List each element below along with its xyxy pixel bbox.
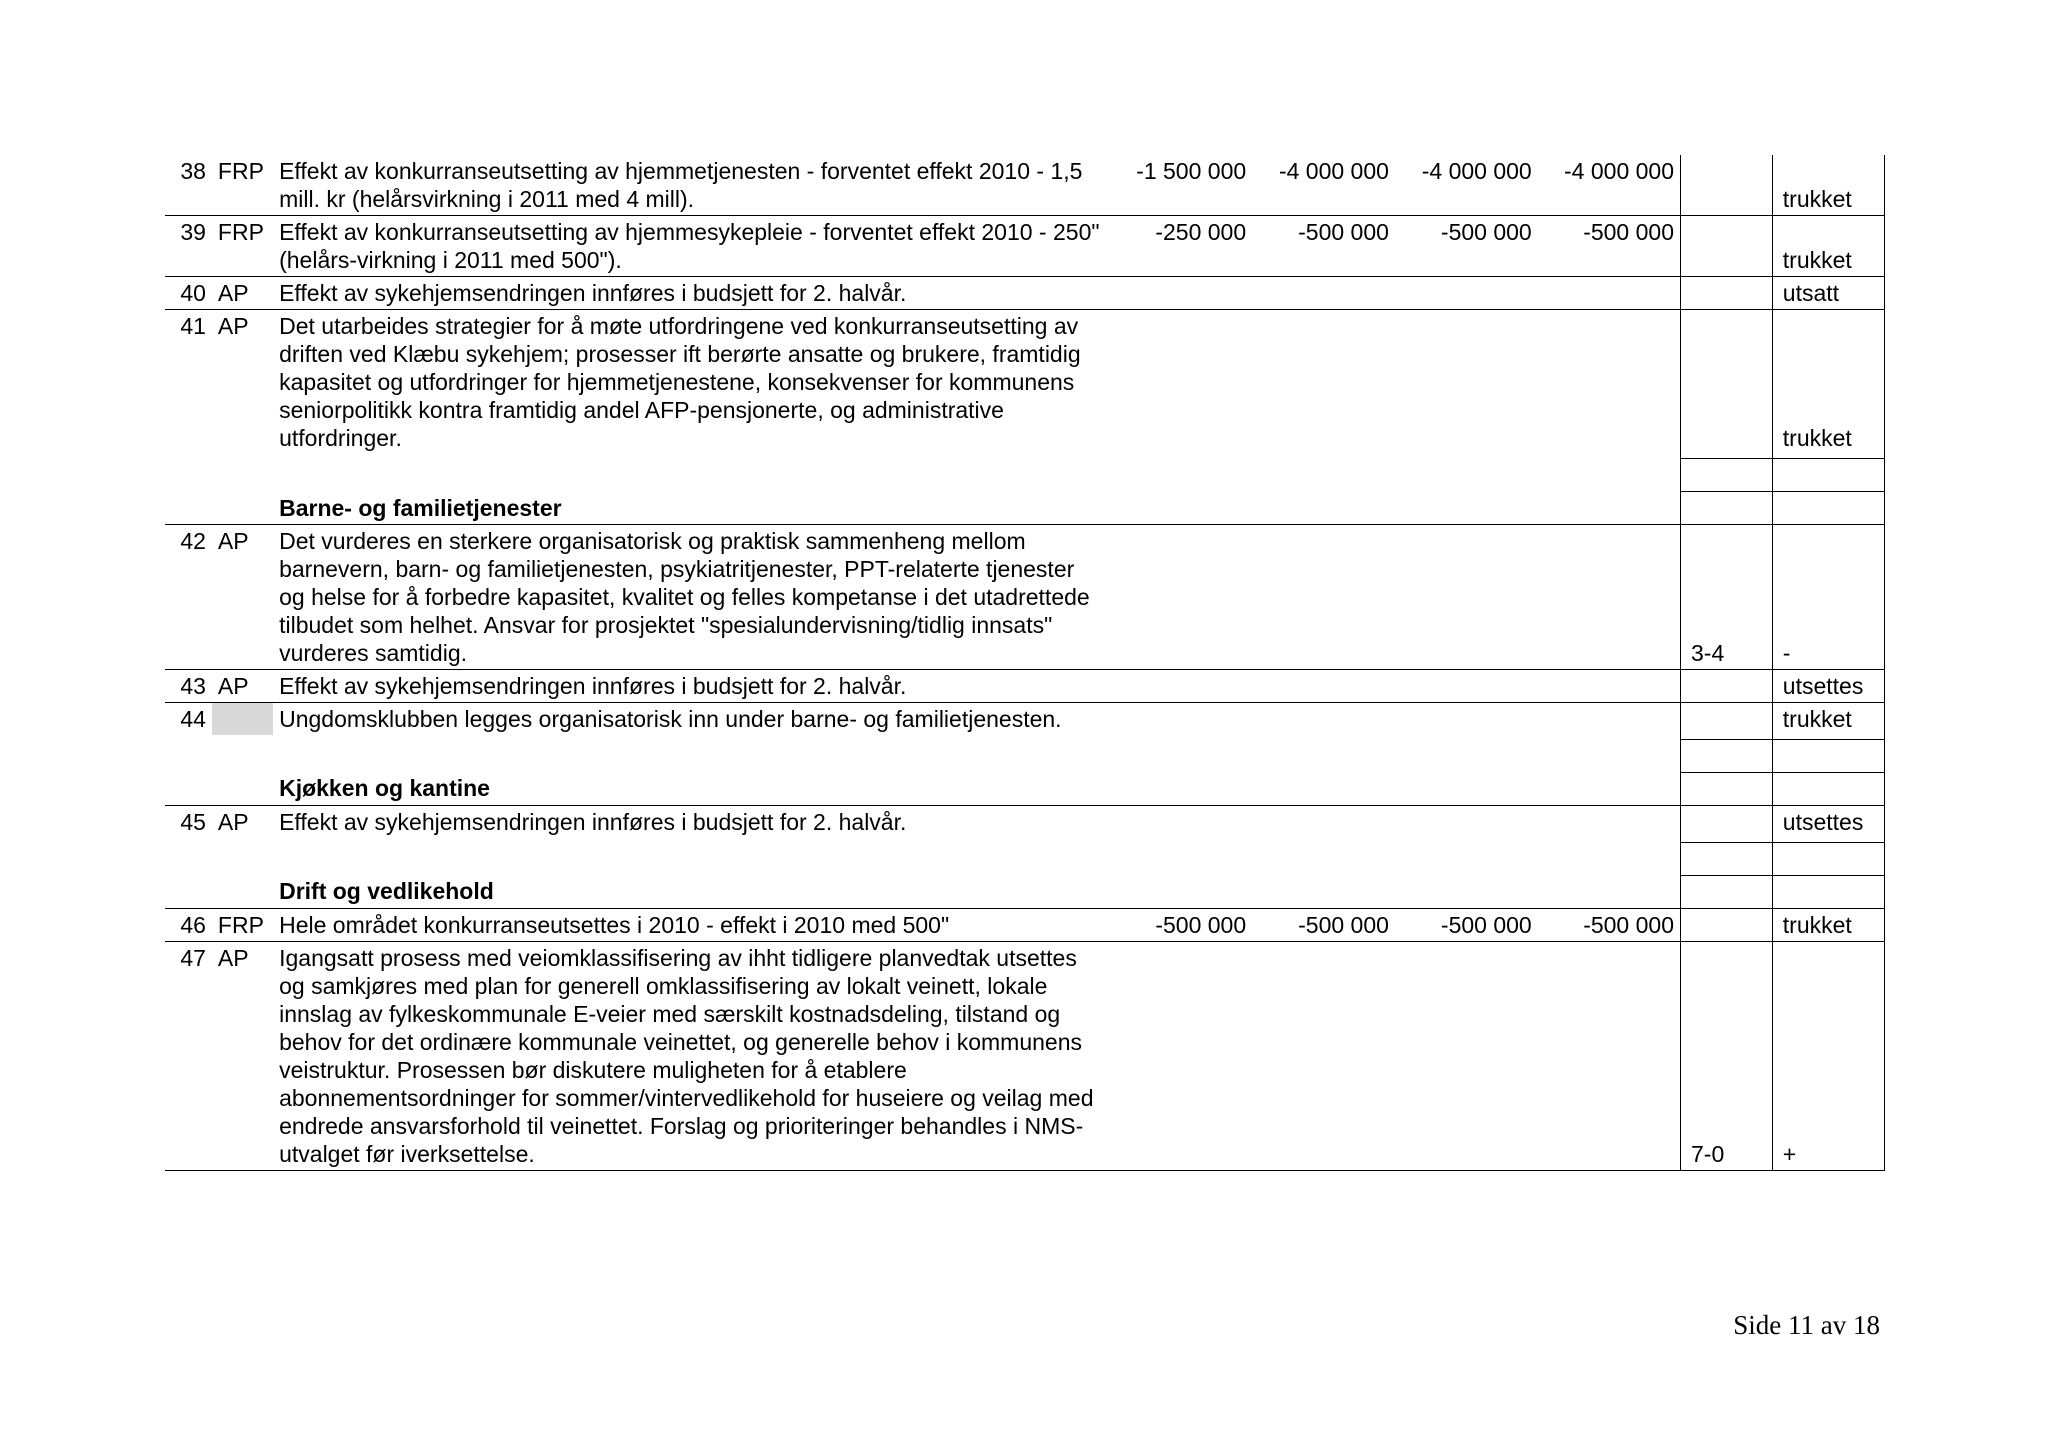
row-party: FRP [212,155,273,216]
section-header: Drift og vedlikehold [165,875,1885,908]
table-row: 47APIgangsatt prosess med veiomklassifis… [165,941,1885,1170]
row-description: Effekt av sykehjemsendringen innføres i … [273,805,1109,838]
row-vote [1681,908,1773,941]
row-vote: 3-4 [1681,525,1773,670]
row-description: Effekt av konkurranseutsetting av hjemme… [273,155,1109,216]
row-status: trukket [1772,310,1884,455]
row-description: Ungdomsklubben legges organisatorisk inn… [273,703,1109,736]
row-description: Igangsatt prosess med veiomklassifiserin… [273,941,1109,1170]
row-description: Effekt av konkurranseutsetting av hjemme… [273,216,1109,277]
row-number: 40 [165,277,212,310]
row-number: 41 [165,310,212,455]
row-party: AP [212,525,273,670]
row-number: 43 [165,670,212,703]
table-row: 46FRPHele området konkurranseutsettes i … [165,908,1885,941]
row-vote [1681,216,1773,277]
row-number: 46 [165,908,212,941]
section-header: Kjøkken og kantine [165,772,1885,805]
row-number: 39 [165,216,212,277]
table-row: 43APEffekt av sykehjemsendringen innføre… [165,670,1885,703]
section-gap [165,842,1885,875]
row-party [212,703,273,736]
row-status: trukket [1772,216,1884,277]
table-row: 42APDet vurderes en sterkere organisator… [165,525,1885,670]
section-header-label: Barne- og familietjenester [273,492,1109,525]
row-number: 47 [165,941,212,1170]
row-description: Effekt av sykehjemsendringen innføres i … [273,670,1109,703]
row-status: utsatt [1772,277,1884,310]
row-status: trukket [1772,155,1884,216]
row-party: FRP [212,908,273,941]
row-party: AP [212,670,273,703]
table-row: 44 Ungdomsklubben legges organisatorisk i… [165,703,1885,736]
row-status: - [1772,525,1884,670]
budget-table: 38FRPEffekt av konkurranseutsetting av h… [165,155,1885,1175]
row-description: Det vurderes en sterkere organisatorisk … [273,525,1109,670]
section-gap [165,739,1885,772]
section-header-label: Kjøkken og kantine [273,772,1109,805]
row-vote [1681,277,1773,310]
table-row: 39FRPEffekt av konkurranseutsetting av h… [165,216,1885,277]
row-number: 45 [165,805,212,838]
table-row: 45APEffekt av sykehjemsendringen innføre… [165,805,1885,838]
section-header: Barne- og familietjenester [165,492,1885,525]
row-vote [1681,805,1773,838]
row-vote [1681,670,1773,703]
row-vote [1681,155,1773,216]
row-description: Det utarbeides strategier for å møte utf… [273,310,1109,455]
row-vote: 7-0 [1681,941,1773,1170]
section-gap [165,458,1885,491]
table-row: 40APEffekt av sykehjemsendringen innføre… [165,277,1885,310]
row-vote [1681,703,1773,736]
row-description: Hele området konkurranseutsettes i 2010 … [273,908,1109,941]
row-party: FRP [212,216,273,277]
page-number: Side 11 av 18 [1733,1310,1880,1341]
section-header-label: Drift og vedlikehold [273,875,1109,908]
row-party: AP [212,277,273,310]
row-status: + [1772,941,1884,1170]
row-party: AP [212,941,273,1170]
row-status: trukket [1772,908,1884,941]
table-row: 41APDet utarbeides strategier for å møte… [165,310,1885,455]
row-vote [1681,310,1773,455]
row-number: 38 [165,155,212,216]
row-party: AP [212,310,273,455]
row-status: utsettes [1772,805,1884,838]
row-party: AP [212,805,273,838]
table-row: 38FRPEffekt av konkurranseutsetting av h… [165,155,1885,216]
row-number: 42 [165,525,212,670]
row-status: utsettes [1772,670,1884,703]
row-status: trukket [1772,703,1884,736]
row-number: 44 [165,703,212,736]
row-description: Effekt av sykehjemsendringen innføres i … [273,277,1109,310]
